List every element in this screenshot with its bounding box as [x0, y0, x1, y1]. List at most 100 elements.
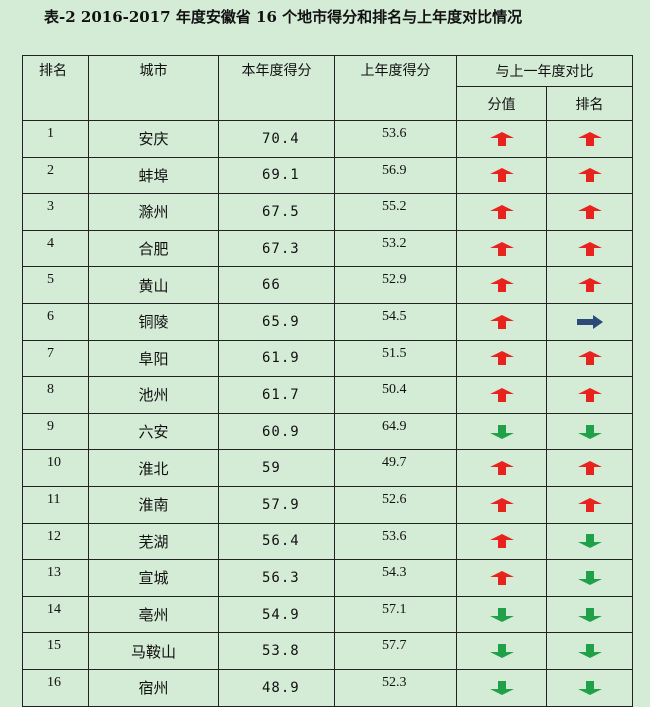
rank-cell: 8: [22, 376, 89, 414]
score-change-cell: [456, 595, 547, 634]
score-change-cell: [456, 302, 547, 341]
previous-score-cell: 53.6: [334, 120, 457, 158]
rank-change-cell: [546, 302, 633, 341]
rank-change-cell: [546, 449, 633, 487]
arrow-up-icon: [548, 351, 632, 366]
score-change-cell: [456, 376, 547, 414]
rank-cell: 9: [22, 412, 89, 451]
arrow-down-icon: [548, 680, 632, 695]
current-score-cell: 69.1: [218, 156, 335, 195]
current-score-cell: 54.9: [218, 595, 335, 634]
previous-score-cell: 64.9: [334, 412, 457, 451]
arrow-up-icon: [548, 461, 632, 476]
table-row: 6 铜陵 65.9 54.5: [22, 302, 633, 341]
rank-cell: 13: [22, 559, 89, 597]
previous-score-cell: 57.7: [334, 632, 457, 670]
table-row: 12 芜湖 56.4 53.6: [22, 522, 633, 561]
arrow-up-icon: [458, 387, 546, 402]
rank-change-cell: [546, 120, 633, 158]
table-row: 16 宿州 48.9 52.3: [22, 668, 633, 707]
score-change-cell: [456, 120, 547, 158]
current-score-cell: 65.9: [218, 302, 335, 341]
header-comparison: 与上一年度对比: [456, 55, 633, 87]
header-rank: 排名: [22, 55, 89, 121]
city-cell: 阜阳: [88, 339, 219, 378]
header-score-change: 分值: [456, 86, 547, 121]
score-change-cell: [456, 449, 547, 487]
rank-cell: 10: [22, 449, 89, 487]
table-row: 7 阜阳 61.9 51.5: [22, 339, 633, 378]
table-row: 15 马鞍山 53.8 57.7: [22, 632, 633, 670]
rank-change-cell: [546, 632, 633, 670]
previous-score-cell: 53.6: [334, 522, 457, 561]
table-row: 3 滁州 67.5 55.2: [22, 193, 633, 231]
table-row: 8 池州 61.7 50.4: [22, 376, 633, 414]
arrow-down-icon: [548, 424, 632, 439]
score-change-cell: [456, 485, 547, 524]
header-city: 城市: [88, 55, 219, 121]
previous-score-cell: 51.5: [334, 339, 457, 378]
arrow-up-icon: [458, 204, 546, 219]
rank-cell: 11: [22, 485, 89, 524]
previous-score-cell: 52.9: [334, 266, 457, 304]
table-row: 5 黄山 66 52.9: [22, 266, 633, 304]
rank-change-cell: [546, 376, 633, 414]
table-row: 11 淮南 57.9 52.6: [22, 485, 633, 524]
score-change-cell: [456, 266, 547, 304]
rank-cell: 14: [22, 595, 89, 634]
current-score-cell: 57.9: [218, 485, 335, 524]
previous-score-cell: 53.2: [334, 229, 457, 268]
city-cell: 池州: [88, 376, 219, 414]
arrow-up-icon: [458, 534, 546, 549]
rank-change-cell: [546, 559, 633, 597]
current-score-cell: 61.7: [218, 376, 335, 414]
rank-cell: 15: [22, 632, 89, 670]
score-change-cell: [456, 156, 547, 195]
current-score-cell: 56.4: [218, 522, 335, 561]
arrow-up-icon: [548, 131, 632, 146]
previous-score-cell: 52.6: [334, 485, 457, 524]
previous-score-cell: 55.2: [334, 193, 457, 231]
score-change-cell: [456, 193, 547, 231]
rank-change-cell: [546, 193, 633, 231]
score-change-cell: [456, 522, 547, 561]
arrow-down-icon: [458, 644, 546, 659]
current-score-cell: 67.3: [218, 229, 335, 268]
arrow-down-icon: [458, 424, 546, 439]
arrow-down-icon: [548, 644, 632, 659]
arrow-up-icon: [458, 314, 546, 329]
arrow-up-icon: [548, 387, 632, 402]
score-change-cell: [456, 229, 547, 268]
arrow-up-icon: [548, 241, 632, 256]
city-cell: 马鞍山: [88, 632, 219, 670]
table-body: 1 安庆 70.4 53.6 2 蚌埠 69.1 56.9 3 滁州 67.5 …: [22, 120, 633, 707]
table-row: 13 宣城 56.3 54.3: [22, 559, 633, 597]
ranking-table: 排名 城市 本年度得分 上年度得分 与上一年度对比 分值 排名 1 安庆 70.…: [22, 55, 633, 707]
city-cell: 亳州: [88, 595, 219, 634]
city-cell: 黄山: [88, 266, 219, 304]
arrow-up-icon: [458, 351, 546, 366]
rank-cell: 5: [22, 266, 89, 304]
arrow-down-icon: [548, 534, 632, 549]
rank-cell: 3: [22, 193, 89, 231]
header-previous-score: 上年度得分: [334, 55, 457, 121]
rank-change-cell: [546, 229, 633, 268]
rank-change-cell: [546, 156, 633, 195]
rank-cell: 6: [22, 302, 89, 341]
header-current-score: 本年度得分: [218, 55, 335, 121]
rank-change-cell: [546, 339, 633, 378]
score-change-cell: [456, 632, 547, 670]
arrow-down-icon: [458, 607, 546, 622]
previous-score-cell: 54.3: [334, 559, 457, 597]
previous-score-cell: 52.3: [334, 668, 457, 707]
city-cell: 铜陵: [88, 302, 219, 341]
rank-cell: 7: [22, 339, 89, 378]
arrow-up-icon: [458, 241, 546, 256]
score-change-cell: [456, 412, 547, 451]
arrow-up-icon: [548, 204, 632, 219]
table-row: 2 蚌埠 69.1 56.9: [22, 156, 633, 195]
rank-change-cell: [546, 522, 633, 561]
score-change-cell: [456, 339, 547, 378]
rank-change-cell: [546, 412, 633, 451]
current-score-cell: 70.4: [218, 120, 335, 158]
